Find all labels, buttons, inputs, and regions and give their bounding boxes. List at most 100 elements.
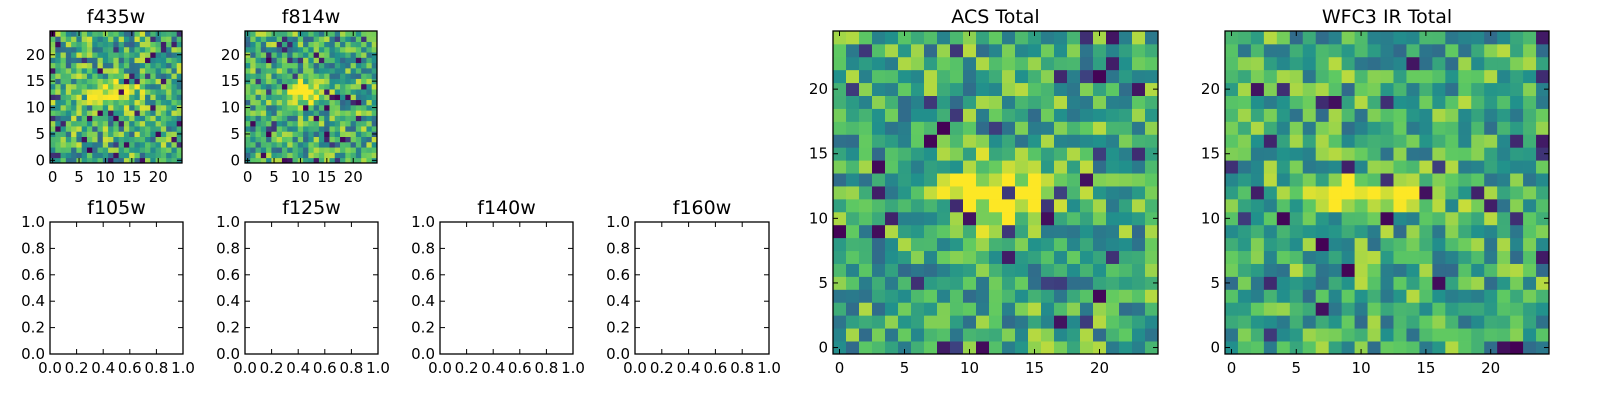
heatmap-cell [350,94,357,101]
heatmap-cell [950,173,964,187]
heatmap-cell [271,89,278,95]
heatmap-cell [129,120,135,127]
heatmap-cell [846,147,860,161]
heatmap-cell [340,94,346,101]
heatmap-cell [281,152,288,159]
heatmap-cell [846,289,860,303]
heatmap-cell [65,99,72,106]
heatmap-cell [166,62,172,69]
heatmap-cell [118,157,125,164]
heatmap-cell [924,147,938,161]
heatmap-cell [166,136,172,143]
heatmap-cell [92,131,98,137]
heatmap-cell [1106,328,1120,342]
heatmap-cell [292,94,299,101]
heatmap-cell [355,89,362,95]
heatmap-cell [113,110,120,116]
heatmap-cell [81,36,88,42]
heatmap-cell [1002,302,1016,316]
heatmap-cell [1145,186,1159,200]
heatmap-cell [276,131,283,137]
heatmap-cell [885,198,899,213]
heatmap-cell [281,52,288,58]
heatmap-cell [308,99,315,106]
heatmap-cell [81,147,88,153]
heatmap-cell [155,52,162,58]
heatmap-cell [963,147,977,161]
heatmap-cell [1237,289,1252,303]
heatmap-cell [371,31,378,37]
heatmap-cell [1263,315,1278,329]
heatmap-cell [872,186,886,200]
heatmap-cell [846,302,860,316]
heatmap-cell [50,94,56,101]
heatmap-cell [129,136,135,143]
heatmap-cell [71,141,77,148]
heatmap-cell [276,94,283,101]
heatmap-cell [833,315,847,329]
heatmap-cell [1432,224,1446,239]
heatmap-cell [60,120,67,127]
heatmap-cell [334,52,341,58]
heatmap-cell [366,131,373,137]
heatmap-cell [297,36,304,42]
heatmap-cell [898,224,912,239]
heatmap-cell [334,83,341,90]
heatmap-cell [1458,328,1472,342]
heatmap-cell [266,110,272,116]
heatmap-cell [361,120,367,127]
heatmap-cell [1145,82,1159,96]
y-tick-label: 0 [818,339,828,357]
heatmap-cell [318,62,325,69]
heatmap-cell [318,83,325,90]
heatmap-cell [361,62,367,69]
heatmap-cell [250,152,256,159]
heatmap-cell [260,157,267,164]
heatmap-cell [308,147,315,153]
heatmap-cell [1458,289,1472,303]
heatmap-cell [81,31,88,37]
heatmap-cell [145,46,151,53]
heatmap-cell [1510,237,1524,252]
heatmap-cell [1237,108,1252,122]
heatmap-cell [1145,134,1159,148]
heatmap-cell [1093,82,1107,96]
heatmap-cell [150,89,156,95]
heatmap-cell [276,104,283,111]
heatmap-cell [833,198,847,213]
heatmap-cell [355,83,362,90]
heatmap-cell [171,52,178,58]
heatmap-cell [171,78,178,85]
heatmap-cell [361,104,367,111]
heatmap-cell [963,56,977,71]
heatmap-cell [1354,341,1368,355]
heatmap-cell [1523,276,1537,290]
heatmap-cell [1250,95,1265,109]
heatmap-cell [1289,276,1304,290]
heatmap-cell [266,99,272,106]
heatmap-cell [1536,276,1550,290]
heatmap-cell [97,41,104,48]
heatmap-cell [308,67,315,74]
heatmap-cell [371,126,378,132]
heatmap-cell [118,57,125,64]
heatmap-cell [160,136,167,143]
heatmap-cell [911,328,925,342]
heatmap-cell [281,83,288,90]
heatmap-cell [366,152,373,159]
heatmap-cell [1380,276,1394,290]
heatmap-cell [1523,95,1537,109]
heatmap-cell [281,141,288,148]
heatmap-cell [846,95,860,109]
heatmap-cell [308,94,315,101]
y-tick-label: 0.2 [216,319,240,337]
heatmap-cell [287,78,293,85]
heatmap-cell [1523,250,1537,264]
heatmap-cell [1041,211,1055,226]
heatmap-cell [1406,121,1420,135]
heatmap-cell [1106,250,1120,264]
heatmap-cell [1119,328,1133,342]
heatmap-cell [937,147,951,161]
heatmap-cell [255,141,262,148]
heatmap-cell [1002,237,1016,252]
